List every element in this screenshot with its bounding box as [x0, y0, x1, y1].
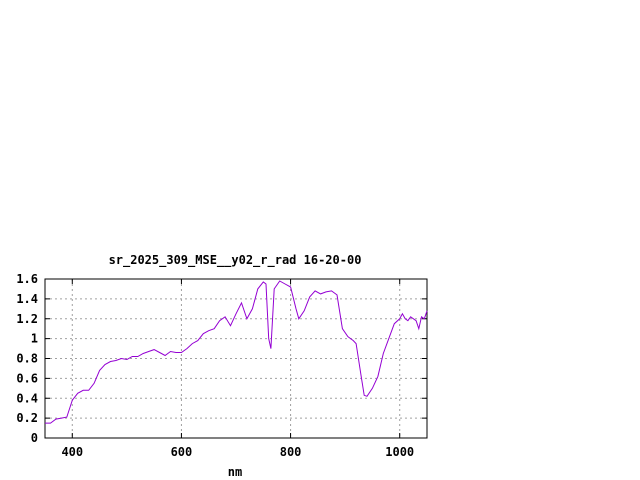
- y-tick-label: 1: [31, 332, 38, 346]
- x-tick-label: 800: [280, 445, 302, 459]
- x-tick-label: 600: [171, 445, 193, 459]
- y-tick-label: 0.2: [16, 411, 38, 425]
- x-tick-label: 400: [61, 445, 83, 459]
- y-tick-label: 1.6: [16, 272, 38, 286]
- y-tick-label: 1.2: [16, 312, 38, 326]
- y-tick-label: 0.6: [16, 371, 38, 385]
- y-axis-ticks: 0 0.2 0.4 0.6 0.8 1 1.2 1.4 1.6: [16, 272, 427, 445]
- x-tick-label: 1000: [385, 445, 414, 459]
- y-tick-label: 0.4: [16, 391, 38, 405]
- chart-title: sr_2025_309_MSE__y02_r_rad 16-20-00: [109, 253, 362, 268]
- x-axis-label: nm: [228, 465, 242, 479]
- y-tick-label: 1.4: [16, 292, 38, 306]
- x-axis-ticks: 400 600 800 1000: [61, 279, 414, 459]
- y-tick-label: 0: [31, 431, 38, 445]
- y-tick-label: 0.8: [16, 352, 38, 366]
- grid-lines: [45, 279, 427, 438]
- series-line: [45, 280, 428, 424]
